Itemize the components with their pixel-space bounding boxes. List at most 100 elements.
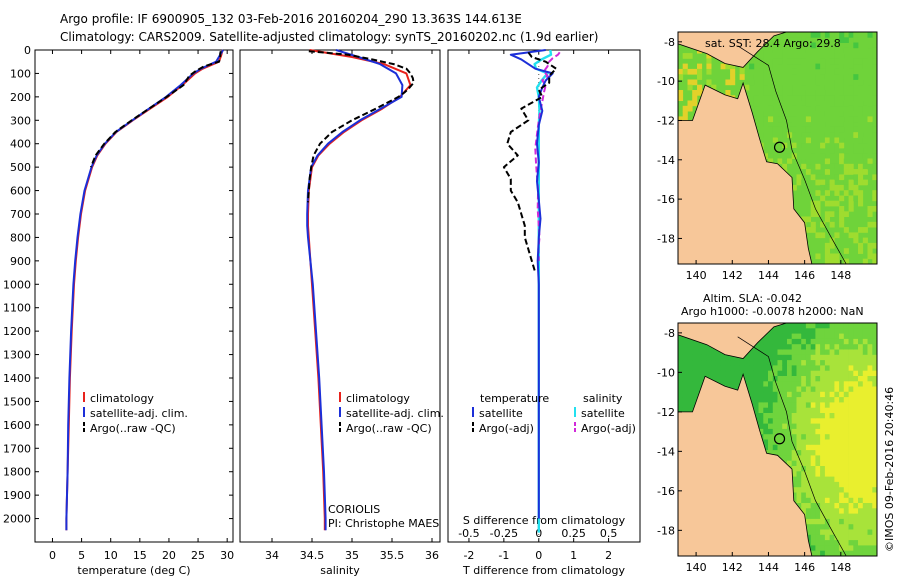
map-data-cell [772,132,778,138]
map-data-cell [839,434,845,440]
map-data-cell [787,376,793,382]
map-data-cell [815,476,821,483]
map-data-cell [853,74,859,80]
map-data-cell [834,323,840,329]
map-data-cell [782,42,788,49]
map-data-cell [801,323,807,329]
x-tick-label: -1 [498,549,509,562]
map-data-cell [758,391,764,398]
map-data-cell [829,237,835,244]
map-data-cell [853,32,859,38]
map-data-cell [805,137,811,144]
map-data-cell [834,407,840,414]
map-data-cell [810,132,816,138]
map-data-cell [805,100,811,107]
map-data-cell [872,402,878,409]
map-data-cell [791,460,797,467]
map-data-cell [867,518,873,525]
map-data-cell [834,137,840,144]
map-data-cell [815,32,821,38]
map-data-cell [843,460,849,467]
map-data-cell [839,413,845,419]
map-data-cell [678,397,684,403]
map-data-cell [815,434,821,440]
map-data-cell [848,434,854,440]
map-data-cell [706,370,712,377]
map-data-cell [853,328,859,334]
map-data-cell [706,365,712,372]
series-line-climatology [65,49,224,531]
map-data-cell [862,466,868,472]
map-data-cell [772,137,778,144]
map-data-cell [853,174,859,181]
map-data-cell [867,434,873,440]
map-data-cell [678,381,684,387]
map-data-cell [829,32,835,38]
map-data-cell [872,47,878,54]
map-data-cell [810,32,816,38]
x-tick-label: 30 [220,549,234,562]
map-data-cell [829,407,835,414]
map-data-cell [853,354,859,361]
map-data-cell [843,323,849,329]
map-data-cell [829,328,835,334]
map-data-cell [834,434,840,440]
map-data-cell [725,381,731,387]
map-data-cell [834,534,840,541]
map-data-cell [787,328,793,334]
map-data-cell [763,402,769,409]
map-data-cell [853,126,859,133]
map-data-cell [791,428,797,435]
map-data-cell [782,386,788,393]
map-data-cell [867,158,873,165]
map-data-cell [824,158,830,165]
map-data-cell [810,423,816,430]
map-data-cell [815,444,821,451]
map-data-cell [829,79,835,86]
map-data-cell [839,391,845,398]
map-data-cell [834,444,840,451]
map-data-cell [843,74,849,80]
map-data-cell [839,466,845,472]
map-data-cell [805,338,811,345]
map-data-cell [758,381,764,387]
map-data-cell [815,508,821,514]
map-data-cell [801,74,807,80]
map-data-cell [815,402,821,409]
map-data-cell [824,365,830,372]
map-data-cell [777,333,783,340]
map-data-cell [834,328,840,334]
x-tick-label: 34 [265,549,279,562]
map-data-cell [791,68,797,75]
map-data-cell [829,487,835,493]
map-data-cell [848,79,854,86]
map-data-cell [782,413,788,419]
map-data-cell [853,391,859,398]
series-line-salinity-argo [534,51,561,261]
map-data-cell [687,349,693,356]
map-data-cell [697,90,703,96]
map-data-cell [867,418,873,424]
map-data-cell [820,471,826,477]
map-data-cell [772,349,778,356]
map-data-cell [820,132,826,138]
map-data-cell [820,370,826,377]
map-data-cell [829,529,835,536]
map-data-cell [839,407,845,414]
map-data-cell [824,402,830,409]
map-data-cell [862,328,868,334]
map-data-cell [810,455,816,462]
map-data-cell [805,455,811,462]
map-data-cell [867,163,873,170]
map-data-cell [758,376,764,382]
map-data-cell [862,58,868,65]
map-data-cell [758,344,764,350]
map-data-cell [801,360,807,366]
map-data-cell [687,376,693,382]
map-data-cell [768,47,774,54]
map-data-cell [687,370,693,377]
map-data-cell [763,344,769,350]
map-data-cell [858,338,864,345]
map-y-tick-label: -18 [657,524,675,537]
map-data-cell [692,338,698,345]
